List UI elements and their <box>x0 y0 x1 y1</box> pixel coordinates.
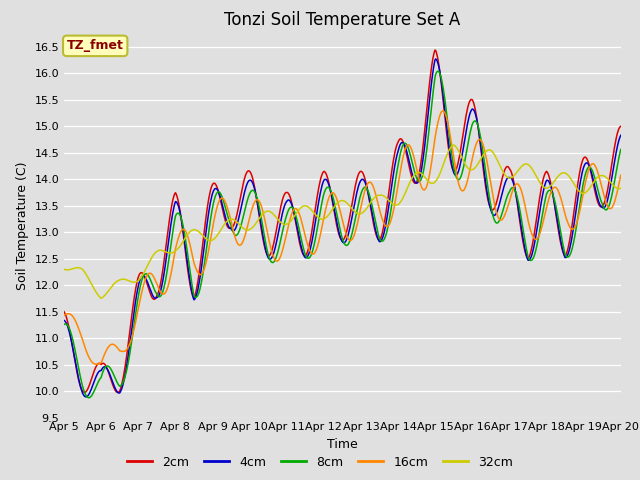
2cm <box>60 309 68 314</box>
8cm <box>434 68 442 74</box>
4cm <box>432 56 440 62</box>
32cm <box>411 171 419 177</box>
16cm <box>70 315 78 321</box>
16cm <box>439 108 447 114</box>
4cm <box>70 352 78 358</box>
8cm <box>70 343 78 348</box>
8cm <box>411 170 419 176</box>
2cm <box>113 390 121 396</box>
32cm <box>185 230 193 236</box>
16cm <box>185 237 193 242</box>
16cm <box>128 334 136 340</box>
Line: 32cm: 32cm <box>64 145 621 299</box>
4cm <box>617 132 625 138</box>
16cm <box>617 172 625 178</box>
2cm <box>617 123 625 129</box>
2cm <box>185 274 193 279</box>
16cm <box>428 163 435 168</box>
16cm <box>60 312 68 318</box>
16cm <box>411 158 419 164</box>
2cm <box>128 310 136 315</box>
Y-axis label: Soil Temperature (C): Soil Temperature (C) <box>16 161 29 290</box>
32cm <box>450 142 458 148</box>
Line: 8cm: 8cm <box>64 71 621 398</box>
4cm <box>428 84 435 89</box>
Text: TZ_fmet: TZ_fmet <box>67 39 124 52</box>
Line: 4cm: 4cm <box>64 59 621 397</box>
Title: Tonzi Soil Temperature Set A: Tonzi Soil Temperature Set A <box>224 11 461 29</box>
2cm <box>431 47 439 53</box>
4cm <box>82 394 90 400</box>
4cm <box>214 188 222 194</box>
8cm <box>185 259 193 264</box>
8cm <box>428 108 435 114</box>
8cm <box>60 322 68 327</box>
32cm <box>70 265 78 271</box>
2cm <box>70 353 78 359</box>
8cm <box>214 189 222 195</box>
32cm <box>428 180 435 186</box>
4cm <box>411 179 419 184</box>
32cm <box>97 296 105 301</box>
16cm <box>214 201 222 206</box>
4cm <box>60 317 68 323</box>
4cm <box>185 269 193 275</box>
2cm <box>214 188 222 193</box>
X-axis label: Time: Time <box>327 438 358 451</box>
32cm <box>617 185 625 191</box>
Legend: 2cm, 4cm, 8cm, 16cm, 32cm: 2cm, 4cm, 8cm, 16cm, 32cm <box>122 451 518 474</box>
8cm <box>617 146 625 152</box>
8cm <box>128 335 136 341</box>
32cm <box>128 279 136 285</box>
32cm <box>60 266 68 272</box>
16cm <box>93 361 100 367</box>
4cm <box>128 323 136 329</box>
32cm <box>214 231 222 237</box>
Line: 2cm: 2cm <box>64 50 621 393</box>
2cm <box>428 68 435 73</box>
Line: 16cm: 16cm <box>64 111 621 364</box>
2cm <box>411 180 419 186</box>
8cm <box>85 395 93 401</box>
